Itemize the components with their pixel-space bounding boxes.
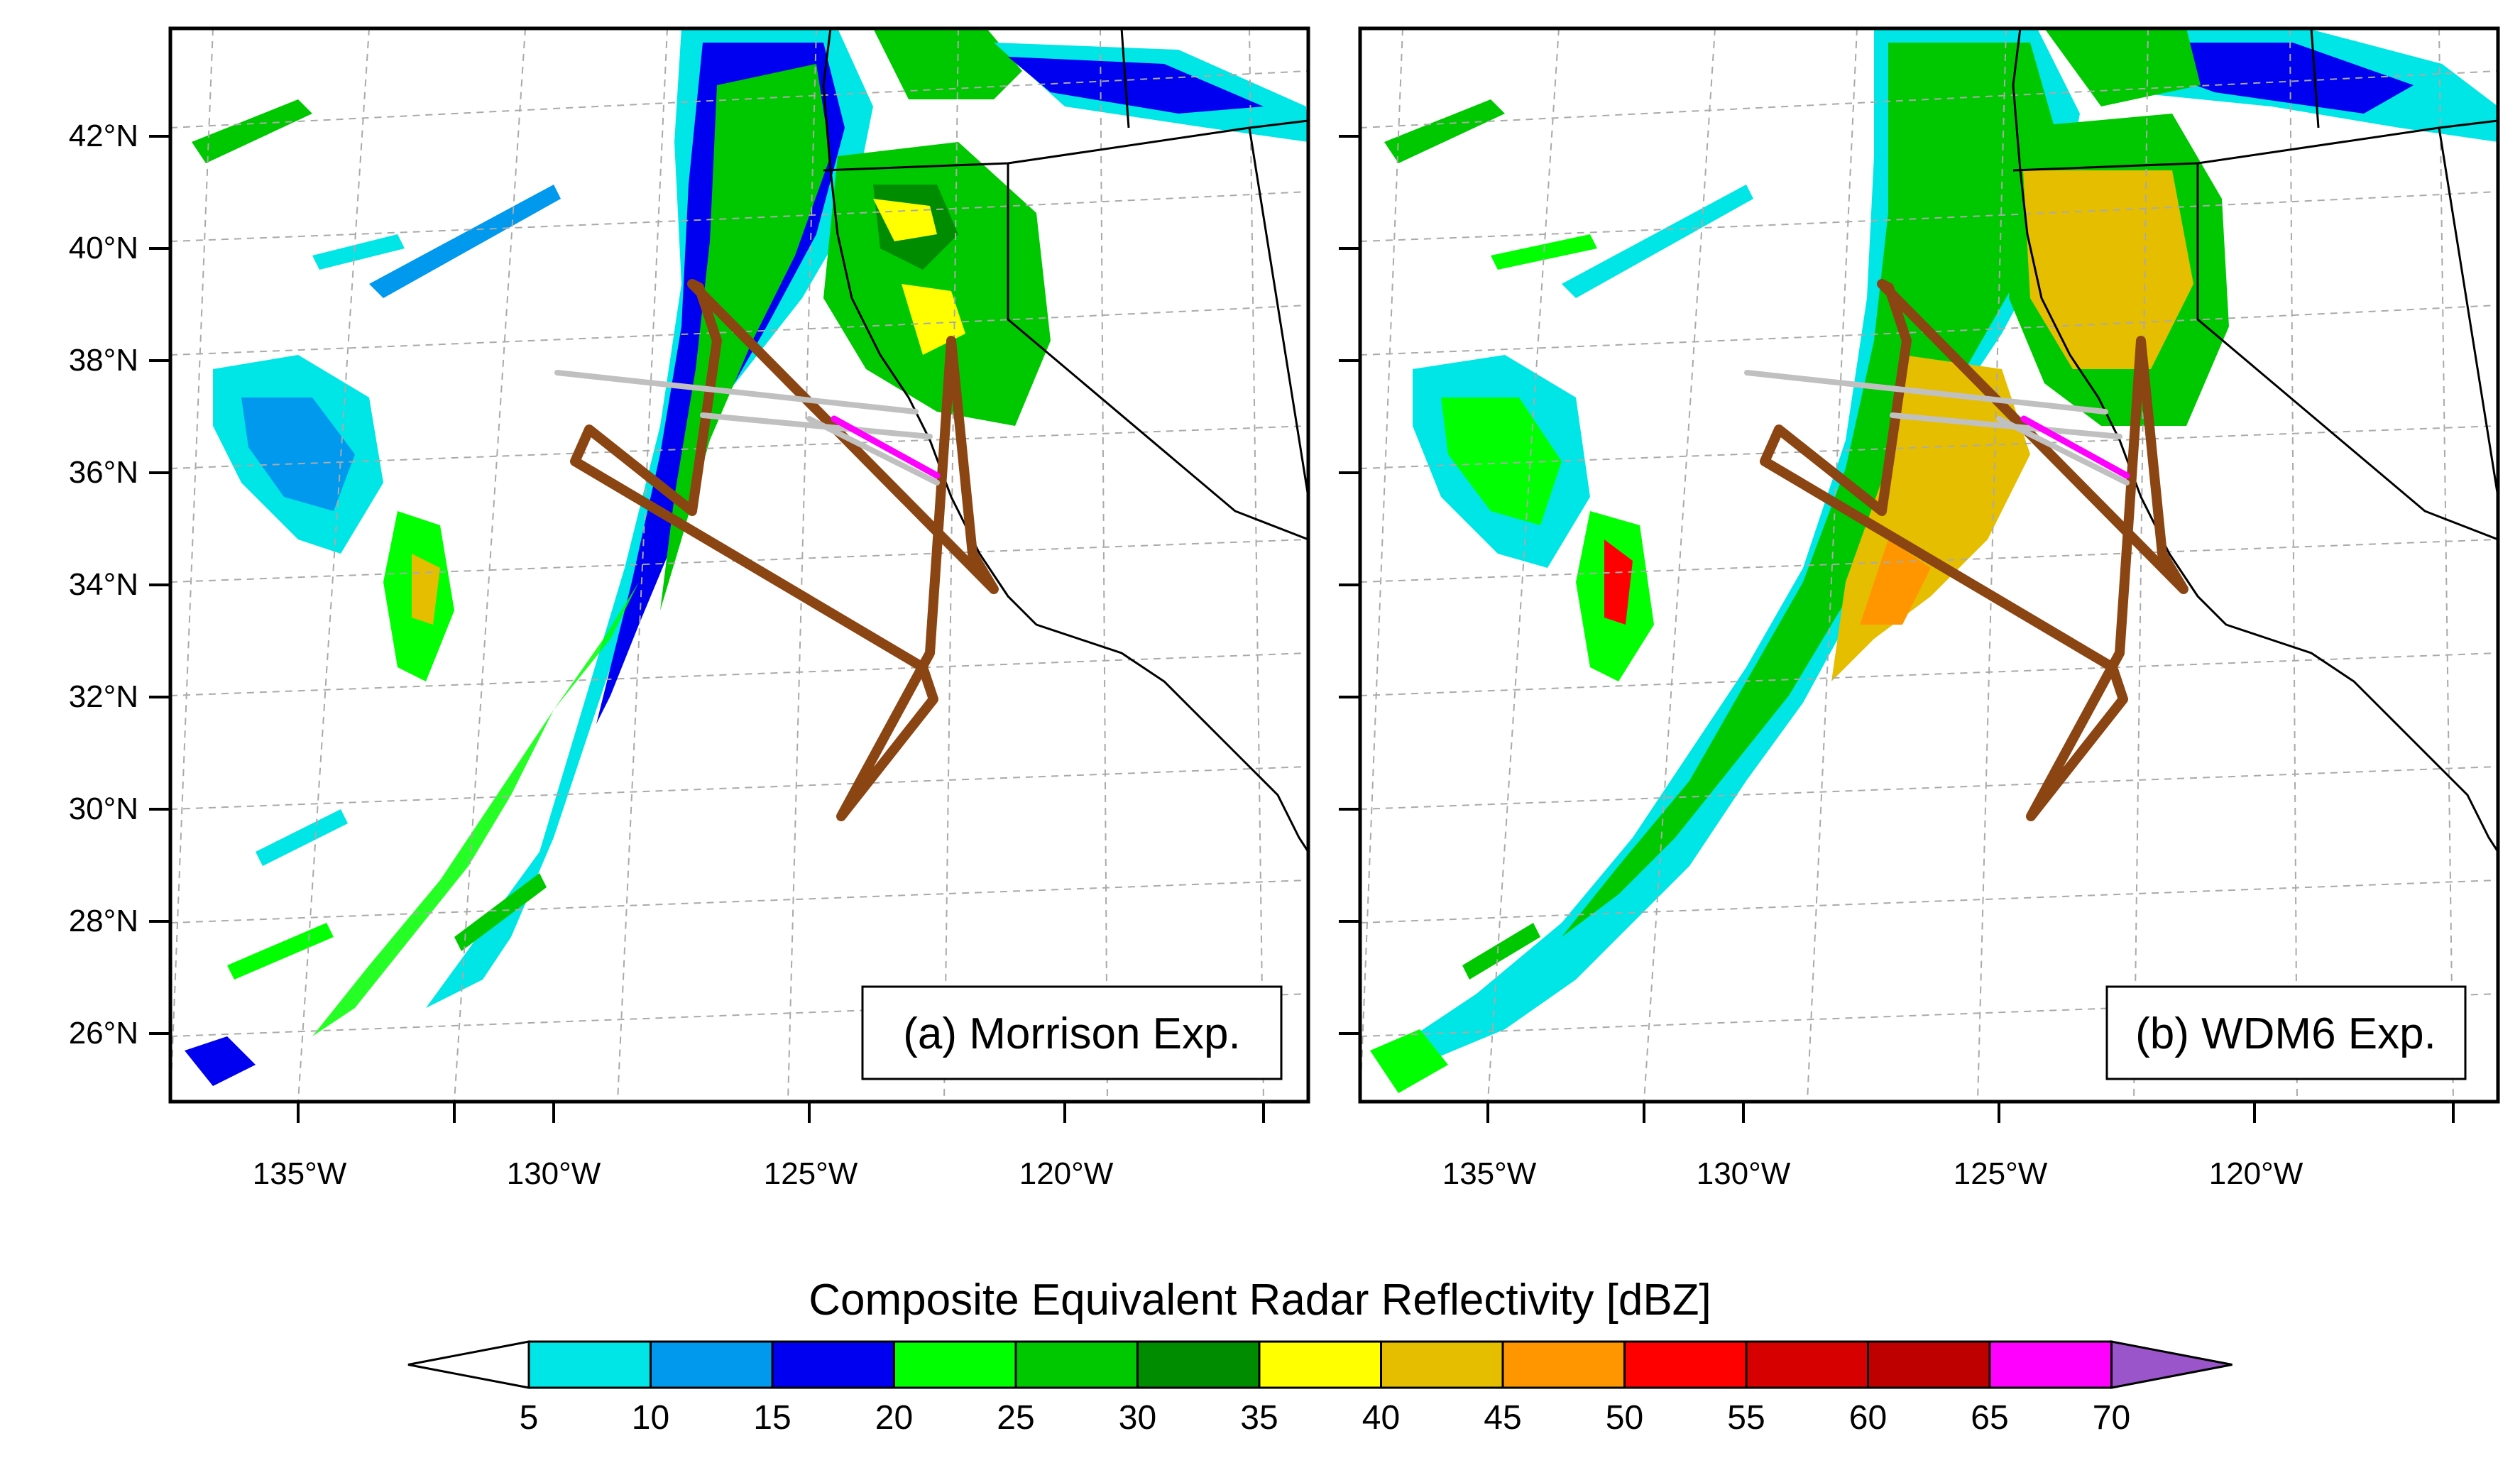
panel-label: (b) WDM6 Exp. xyxy=(2135,1009,2436,1058)
lat-labels: 42°N 40°N 38°N 36°N 34°N 32°N 30°N 28°N … xyxy=(69,119,138,1051)
lon-labels: 135°W 130°W 125°W 120°W xyxy=(1442,1156,2303,1191)
flight-track xyxy=(554,279,999,821)
coastline xyxy=(822,28,1308,853)
lat-label: 34°N xyxy=(69,567,138,602)
colorbar-tick-label: 10 xyxy=(632,1399,669,1437)
lon-label: 125°W xyxy=(764,1156,858,1191)
colorbar-tick-label: 50 xyxy=(1606,1399,1643,1437)
lon-labels: 135°W 130°W 125°W 120°W xyxy=(253,1156,1114,1191)
colorbar-swatch xyxy=(1623,1340,1748,1389)
lat-label: 32°N xyxy=(69,679,138,714)
colorbar-end-high xyxy=(2110,1340,2233,1389)
colorbar-swatch xyxy=(650,1340,774,1389)
lon-ticks xyxy=(1486,1102,2455,1123)
colorbar-swatch xyxy=(527,1340,652,1389)
flight-track xyxy=(1744,279,2188,821)
lon-label: 130°W xyxy=(1697,1156,1791,1191)
lat-ticks xyxy=(1339,135,1360,1035)
gridlines xyxy=(1360,28,2498,1102)
colorbar-tick-label: 25 xyxy=(997,1399,1034,1437)
lat-label: 36°N xyxy=(69,455,138,490)
lon-label: 120°W xyxy=(2209,1156,2303,1191)
colorbar-tick-label: 30 xyxy=(1119,1399,1156,1437)
lat-label: 42°N xyxy=(69,119,138,153)
colorbar-swatch xyxy=(893,1340,1017,1389)
map-panel-morrison: (a) Morrison Exp. 42°N 40°N 38°N 36°N 34… xyxy=(69,26,1310,1191)
lat-label: 26°N xyxy=(69,1016,138,1051)
colorbar-swatch xyxy=(1014,1340,1139,1389)
colorbar-swatch xyxy=(1258,1340,1382,1389)
colorbar-tick-label: 15 xyxy=(753,1399,791,1437)
lat-label: 30°N xyxy=(69,791,138,826)
colorbar-end-low xyxy=(407,1340,530,1389)
colorbar-swatch xyxy=(1867,1340,1991,1389)
lon-label: 125°W xyxy=(1954,1156,2048,1191)
map-panel-wdm6: (b) WDM6 Exp. 135°W 130°W 125°W 120°W xyxy=(1339,26,2500,1191)
colorbar-tick-label: 35 xyxy=(1240,1399,1278,1437)
colorbar-swatch xyxy=(1745,1340,1869,1389)
panel-label-box: (a) Morrison Exp. xyxy=(861,985,1283,1080)
colorbar-tick-label: 65 xyxy=(1971,1399,2008,1437)
gridlines xyxy=(170,28,1308,1102)
colorbar-tick-label: 55 xyxy=(1727,1399,1765,1437)
colorbar-swatch xyxy=(1136,1340,1261,1389)
colorbar-labels: 5 10 15 20 25 30 35 40 45 50 55 60 65 70 xyxy=(520,1399,2131,1437)
colorbar-tick-label: 20 xyxy=(875,1399,913,1437)
colorbar-tick-label: 45 xyxy=(1484,1399,1521,1437)
colorbar-tick-label: 70 xyxy=(2093,1399,2130,1437)
colorbar-swatch xyxy=(1380,1340,1504,1389)
lon-label: 130°W xyxy=(507,1156,601,1191)
reflectivity-field xyxy=(1370,28,2498,1093)
colorbar-tick-label: 5 xyxy=(520,1399,539,1437)
colorbar-title: Composite Equivalent Radar Reflectivity … xyxy=(809,1276,1711,1325)
colorbar-swatches xyxy=(407,1340,2233,1389)
panel-label-box: (b) WDM6 Exp. xyxy=(2105,985,2467,1080)
coastline xyxy=(2012,28,2498,853)
lon-label: 120°W xyxy=(1019,1156,1114,1191)
colorbar-tick-label: 40 xyxy=(1362,1399,1400,1437)
colorbar-swatch xyxy=(1988,1340,2113,1389)
lat-ticks xyxy=(149,135,170,1035)
lat-label: 28°N xyxy=(69,904,138,938)
lon-ticks xyxy=(297,1102,1265,1123)
lon-label: 135°W xyxy=(1442,1156,1537,1191)
colorbar-swatch xyxy=(771,1340,895,1389)
lon-label: 135°W xyxy=(253,1156,347,1191)
lat-label: 38°N xyxy=(69,343,138,378)
colorbar-tick-label: 60 xyxy=(1849,1399,1887,1437)
lat-label: 40°N xyxy=(69,231,138,265)
colorbar-swatch xyxy=(1501,1340,1626,1389)
panel-label: (a) Morrison Exp. xyxy=(903,1009,1240,1058)
colorbar: Composite Equivalent Radar Reflectivity … xyxy=(407,1276,2233,1437)
